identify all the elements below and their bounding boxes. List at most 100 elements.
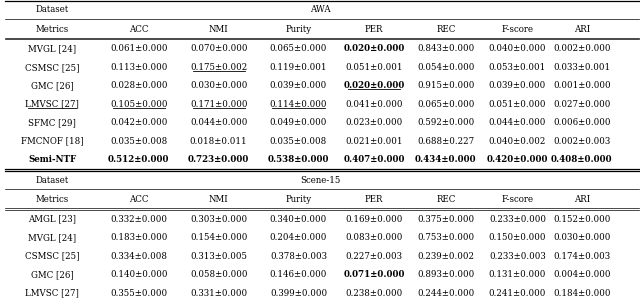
Text: 0.227±0.003: 0.227±0.003 bbox=[346, 252, 403, 261]
Text: GMC [26]: GMC [26] bbox=[31, 270, 74, 279]
Text: 0.071±0.000: 0.071±0.000 bbox=[344, 270, 405, 279]
Text: 0.001±0.000: 0.001±0.000 bbox=[553, 81, 611, 90]
Text: 0.241±0.000: 0.241±0.000 bbox=[489, 289, 546, 298]
Text: 0.233±0.000: 0.233±0.000 bbox=[489, 215, 546, 224]
Text: 0.420±0.000: 0.420±0.000 bbox=[486, 155, 548, 164]
Text: 0.512±0.000: 0.512±0.000 bbox=[108, 155, 170, 164]
Text: F-score: F-score bbox=[501, 195, 534, 204]
Text: 0.004±0.000: 0.004±0.000 bbox=[553, 270, 611, 279]
Text: 0.027±0.000: 0.027±0.000 bbox=[553, 100, 611, 109]
Text: 0.065±0.000: 0.065±0.000 bbox=[417, 100, 474, 109]
Text: Purity: Purity bbox=[285, 195, 312, 204]
Text: 0.114±0.000: 0.114±0.000 bbox=[269, 100, 327, 109]
Text: 0.843±0.000: 0.843±0.000 bbox=[417, 44, 474, 53]
Text: 0.039±0.000: 0.039±0.000 bbox=[489, 81, 546, 90]
Text: 0.044±0.000: 0.044±0.000 bbox=[190, 118, 247, 127]
Text: 0.030±0.000: 0.030±0.000 bbox=[190, 81, 247, 90]
Text: NMI: NMI bbox=[209, 195, 228, 204]
Text: LMVSC [27]: LMVSC [27] bbox=[25, 100, 79, 109]
Text: CSMSC [25]: CSMSC [25] bbox=[25, 252, 79, 261]
Text: FMCNOF [18]: FMCNOF [18] bbox=[20, 137, 83, 146]
Text: 0.244±0.000: 0.244±0.000 bbox=[417, 289, 474, 298]
Text: 0.131±0.000: 0.131±0.000 bbox=[489, 270, 546, 279]
Text: 0.002±0.003: 0.002±0.003 bbox=[553, 137, 611, 146]
Text: 0.753±0.000: 0.753±0.000 bbox=[417, 233, 474, 242]
Text: 0.018±0.011: 0.018±0.011 bbox=[190, 137, 248, 146]
Text: SFMC [29]: SFMC [29] bbox=[28, 118, 76, 127]
Text: 0.152±0.000: 0.152±0.000 bbox=[553, 215, 611, 224]
Text: REC: REC bbox=[436, 195, 456, 204]
Text: 0.070±0.000: 0.070±0.000 bbox=[190, 44, 248, 53]
Text: 0.408±0.000: 0.408±0.000 bbox=[551, 155, 612, 164]
Text: ARI: ARI bbox=[573, 25, 589, 34]
Text: Semi-NTF: Semi-NTF bbox=[28, 155, 76, 164]
Text: 0.174±0.003: 0.174±0.003 bbox=[553, 252, 611, 261]
Text: 0.042±0.000: 0.042±0.000 bbox=[110, 118, 168, 127]
Text: 0.375±0.000: 0.375±0.000 bbox=[417, 215, 474, 224]
Text: Purity: Purity bbox=[285, 25, 312, 34]
Text: 0.035±0.008: 0.035±0.008 bbox=[270, 137, 327, 146]
Text: PER: PER bbox=[365, 195, 383, 204]
Text: 0.154±0.000: 0.154±0.000 bbox=[190, 233, 247, 242]
Text: 0.332±0.000: 0.332±0.000 bbox=[110, 215, 167, 224]
Text: ACC: ACC bbox=[129, 195, 148, 204]
Text: 0.334±0.008: 0.334±0.008 bbox=[110, 252, 167, 261]
Text: 0.020±0.000: 0.020±0.000 bbox=[344, 44, 405, 53]
Text: 0.204±0.000: 0.204±0.000 bbox=[270, 233, 327, 242]
Text: AMGL [23]: AMGL [23] bbox=[28, 215, 76, 224]
Text: CSMSC [25]: CSMSC [25] bbox=[25, 63, 79, 72]
Text: 0.355±0.000: 0.355±0.000 bbox=[110, 289, 168, 298]
Text: 0.023±0.000: 0.023±0.000 bbox=[346, 118, 403, 127]
Text: 0.723±0.000: 0.723±0.000 bbox=[188, 155, 250, 164]
Text: Dataset: Dataset bbox=[35, 176, 68, 185]
Text: 0.028±0.000: 0.028±0.000 bbox=[110, 81, 168, 90]
Text: 0.150±0.000: 0.150±0.000 bbox=[488, 233, 546, 242]
Text: 0.238±0.000: 0.238±0.000 bbox=[346, 289, 403, 298]
Text: 0.239±0.002: 0.239±0.002 bbox=[417, 252, 474, 261]
Text: GMC [26]: GMC [26] bbox=[31, 81, 74, 90]
Text: 0.592±0.000: 0.592±0.000 bbox=[417, 118, 474, 127]
Text: 0.041±0.000: 0.041±0.000 bbox=[346, 100, 403, 109]
Text: Dataset: Dataset bbox=[35, 5, 68, 14]
Text: Scene-15: Scene-15 bbox=[300, 176, 340, 185]
Text: 0.105±0.000: 0.105±0.000 bbox=[110, 100, 168, 109]
Text: 0.051±0.001: 0.051±0.001 bbox=[346, 63, 403, 72]
Text: 0.044±0.000: 0.044±0.000 bbox=[489, 118, 546, 127]
Text: 0.020±0.000: 0.020±0.000 bbox=[344, 81, 405, 90]
Text: 0.184±0.000: 0.184±0.000 bbox=[553, 289, 611, 298]
Text: 0.030±0.000: 0.030±0.000 bbox=[553, 233, 611, 242]
Text: REC: REC bbox=[436, 25, 456, 34]
Text: NMI: NMI bbox=[209, 25, 228, 34]
Text: 0.303±0.000: 0.303±0.000 bbox=[190, 215, 247, 224]
Text: 0.893±0.000: 0.893±0.000 bbox=[417, 270, 474, 279]
Text: 0.033±0.001: 0.033±0.001 bbox=[553, 63, 611, 72]
Text: 0.021±0.001: 0.021±0.001 bbox=[346, 137, 403, 146]
Text: 0.340±0.000: 0.340±0.000 bbox=[270, 215, 327, 224]
Text: MVGL [24]: MVGL [24] bbox=[28, 233, 76, 242]
Text: ARI: ARI bbox=[573, 195, 589, 204]
Text: 0.035±0.008: 0.035±0.008 bbox=[110, 137, 168, 146]
Text: 0.119±0.001: 0.119±0.001 bbox=[269, 63, 327, 72]
Text: 0.051±0.000: 0.051±0.000 bbox=[488, 100, 546, 109]
Text: 0.399±0.000: 0.399±0.000 bbox=[270, 289, 327, 298]
Text: 0.039±0.000: 0.039±0.000 bbox=[270, 81, 327, 90]
Text: 0.061±0.000: 0.061±0.000 bbox=[110, 44, 168, 53]
Text: 0.538±0.000: 0.538±0.000 bbox=[268, 155, 329, 164]
Text: PER: PER bbox=[365, 25, 383, 34]
Text: 0.058±0.000: 0.058±0.000 bbox=[190, 270, 248, 279]
Text: 0.915±0.000: 0.915±0.000 bbox=[417, 81, 474, 90]
Text: 0.233±0.003: 0.233±0.003 bbox=[489, 252, 546, 261]
Text: 0.054±0.000: 0.054±0.000 bbox=[417, 63, 474, 72]
Text: 0.434±0.000: 0.434±0.000 bbox=[415, 155, 477, 164]
Text: 0.407±0.000: 0.407±0.000 bbox=[344, 155, 405, 164]
Text: 0.040±0.002: 0.040±0.002 bbox=[489, 137, 546, 146]
Text: AWA: AWA bbox=[310, 5, 330, 14]
Text: 0.688±0.227: 0.688±0.227 bbox=[417, 137, 474, 146]
Text: 0.331±0.000: 0.331±0.000 bbox=[190, 289, 247, 298]
Text: 0.065±0.000: 0.065±0.000 bbox=[270, 44, 327, 53]
Text: 0.146±0.000: 0.146±0.000 bbox=[270, 270, 327, 279]
Text: ACC: ACC bbox=[129, 25, 148, 34]
Text: 0.378±0.003: 0.378±0.003 bbox=[270, 252, 327, 261]
Text: 0.083±0.000: 0.083±0.000 bbox=[346, 233, 403, 242]
Text: 0.140±0.000: 0.140±0.000 bbox=[110, 270, 168, 279]
